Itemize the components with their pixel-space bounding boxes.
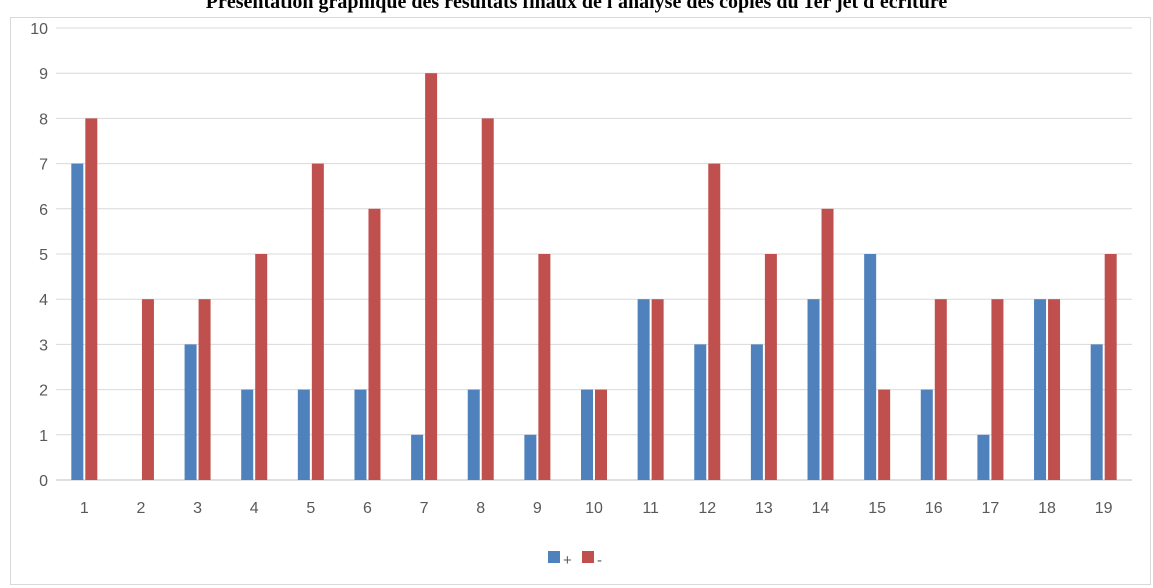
y-tick-label: 9 bbox=[39, 66, 48, 83]
x-tick-label: 19 bbox=[1095, 500, 1113, 517]
bar-series-0-cat-6 bbox=[354, 389, 367, 480]
grid-lines bbox=[56, 27, 1132, 481]
bar-series-0-cat-16 bbox=[920, 389, 933, 480]
x-axis-ticks: 1 2 3 4 5 6 7 8 9 10 11 12 13 14 15 16 17 18 19 bbox=[80, 500, 1113, 517]
bar-series-1-cat-17 bbox=[991, 299, 1004, 480]
bar-series-1-cat-15 bbox=[878, 389, 891, 480]
bar-series-0-cat-3 bbox=[184, 344, 197, 480]
bar-series-1-cat-14 bbox=[821, 208, 834, 481]
x-tick-label: 15 bbox=[868, 500, 886, 517]
bar-series-0-cat-11 bbox=[637, 299, 650, 480]
y-tick-label: 5 bbox=[39, 247, 48, 264]
x-tick-label: 17 bbox=[982, 500, 1000, 517]
chart-title: Présentation graphique des résultats fin… bbox=[205, 0, 948, 13]
bar-series-1-cat-10 bbox=[595, 389, 607, 480]
x-tick-label: 7 bbox=[420, 500, 429, 517]
y-tick-label: 1 bbox=[39, 428, 48, 445]
x-tick-label: 12 bbox=[698, 500, 716, 517]
x-tick-label: 8 bbox=[476, 500, 485, 517]
bar-series-0-cat-7 bbox=[411, 434, 424, 480]
bar-series-0-cat-8 bbox=[467, 389, 480, 480]
bar-series-0-cat-18 bbox=[1034, 299, 1047, 480]
bar-series-0-cat-19 bbox=[1090, 344, 1103, 480]
bar-series-0-cat-9 bbox=[524, 434, 537, 480]
x-tick-label: 10 bbox=[585, 500, 603, 517]
x-tick-label: 3 bbox=[193, 500, 202, 517]
x-tick-label: 5 bbox=[306, 500, 315, 517]
y-tick-label: 7 bbox=[39, 157, 48, 174]
y-axis-ticks: 0 1 2 3 4 5 6 7 8 9 10 bbox=[30, 21, 48, 490]
legend-label-0: + bbox=[563, 552, 572, 569]
x-tick-label: 4 bbox=[250, 500, 259, 517]
bar-series-1-cat-5 bbox=[311, 163, 324, 480]
bar-series-1-cat-18 bbox=[1048, 299, 1061, 480]
legend-swatch-1 bbox=[582, 551, 594, 563]
x-tick-label: 9 bbox=[533, 500, 542, 517]
y-tick-label: 3 bbox=[39, 337, 48, 354]
bar-series-0-cat-12 bbox=[694, 344, 707, 480]
bar-series-0-cat-14 bbox=[807, 299, 820, 480]
bar-series-0-cat-10 bbox=[581, 389, 593, 480]
y-tick-label: 10 bbox=[30, 21, 48, 38]
bar-series-0-cat-15 bbox=[864, 254, 877, 480]
x-tick-label: 14 bbox=[812, 500, 830, 517]
y-tick-label: 8 bbox=[39, 111, 48, 128]
chart-frame bbox=[10, 17, 1151, 585]
bar-series-1-cat-19 bbox=[1104, 254, 1117, 480]
y-tick-label: 0 bbox=[39, 473, 48, 490]
legend-label-1: - bbox=[597, 552, 602, 569]
bar-series-0-cat-1 bbox=[71, 163, 84, 480]
legend-swatch-0 bbox=[548, 551, 560, 563]
bar-series-1-cat-3 bbox=[198, 299, 211, 480]
x-tick-label: 2 bbox=[136, 500, 145, 517]
y-tick-label: 6 bbox=[39, 202, 48, 219]
bar-series-1-cat-13 bbox=[764, 254, 777, 480]
bar-series-0-cat-4 bbox=[241, 389, 254, 480]
bars bbox=[71, 73, 1117, 481]
bar-series-0-cat-13 bbox=[750, 344, 763, 480]
bar-series-1-cat-2 bbox=[141, 299, 154, 480]
bar-series-1-cat-1 bbox=[85, 118, 98, 481]
bar-series-1-cat-12 bbox=[708, 163, 721, 480]
x-tick-label: 13 bbox=[755, 500, 773, 517]
legend: + - bbox=[548, 551, 602, 569]
bar-series-1-cat-8 bbox=[481, 118, 494, 481]
bar-series-0-cat-17 bbox=[977, 434, 990, 480]
bar-series-1-cat-6 bbox=[368, 208, 381, 481]
x-tick-label: 11 bbox=[642, 500, 659, 517]
bar-series-0-cat-5 bbox=[297, 389, 310, 480]
y-tick-label: 2 bbox=[39, 383, 48, 400]
bar-series-1-cat-9 bbox=[538, 254, 551, 480]
x-tick-label: 1 bbox=[80, 500, 89, 517]
bar-series-1-cat-4 bbox=[255, 254, 268, 480]
x-tick-label: 6 bbox=[363, 500, 372, 517]
bar-series-1-cat-16 bbox=[934, 299, 947, 480]
bar-series-1-cat-7 bbox=[425, 73, 438, 480]
bar-series-1-cat-11 bbox=[651, 299, 664, 480]
x-tick-label: 16 bbox=[925, 500, 943, 517]
y-tick-label: 4 bbox=[39, 292, 48, 309]
x-tick-label: 18 bbox=[1038, 500, 1056, 517]
